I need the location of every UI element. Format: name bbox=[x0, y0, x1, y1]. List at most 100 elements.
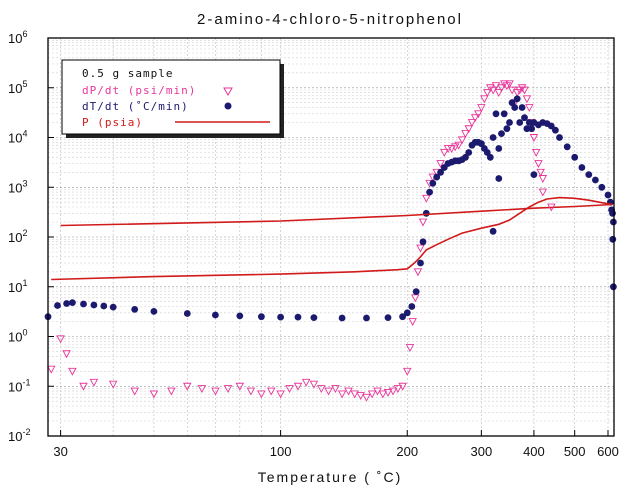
dtdt-point bbox=[131, 306, 139, 313]
dtdt-point bbox=[518, 104, 526, 111]
dpdt-point bbox=[477, 104, 486, 112]
dpdt-point bbox=[130, 387, 139, 396]
dtdt-point bbox=[465, 149, 473, 156]
y-tick-label: 105 bbox=[8, 79, 27, 96]
y-tick-label: 104 bbox=[8, 129, 27, 146]
x-tick-label: 30 bbox=[53, 444, 67, 459]
dtdt-point bbox=[433, 173, 441, 181]
dtdt-outlier-point bbox=[609, 235, 617, 243]
dpdt-outlier-point bbox=[547, 203, 556, 212]
dpdt-point bbox=[46, 365, 56, 374]
chart-title: 2-amino-4-chloro-5-nitrophenol bbox=[197, 11, 463, 28]
dtdt-point bbox=[90, 301, 98, 309]
dpdt-point bbox=[362, 393, 371, 402]
legend-label-pressure: P (psia) bbox=[82, 116, 143, 129]
dpdt-point bbox=[235, 382, 245, 391]
dpdt-point bbox=[309, 380, 319, 389]
dtdt-point bbox=[363, 314, 370, 322]
dpdt-point bbox=[276, 390, 285, 399]
dpdt-point bbox=[89, 378, 99, 387]
dtdt-point bbox=[506, 119, 513, 126]
legend-note: 0.5 g sample bbox=[82, 67, 173, 80]
x-tick-label: 300 bbox=[471, 444, 493, 459]
dpdt-point bbox=[68, 367, 77, 376]
dpdt-point bbox=[529, 134, 539, 142]
dtdt-point bbox=[495, 145, 503, 152]
dpdt-point bbox=[324, 387, 333, 396]
dpdt-point bbox=[517, 84, 527, 93]
dtdt-point bbox=[258, 313, 265, 321]
dpdt-point bbox=[436, 160, 445, 168]
dpdt-point bbox=[457, 136, 467, 145]
dpdt-point bbox=[398, 382, 407, 391]
dtdt-point bbox=[310, 314, 318, 321]
dpdt-point bbox=[167, 387, 176, 396]
dpdt-point bbox=[497, 84, 506, 93]
x-tick-label: 200 bbox=[396, 444, 418, 459]
dpdt-point bbox=[393, 385, 403, 393]
y-tick-label: 103 bbox=[8, 178, 27, 195]
dtdt-point bbox=[212, 311, 219, 319]
dpdt-point bbox=[499, 80, 509, 89]
dpdt-point bbox=[486, 84, 495, 93]
dpdt-point bbox=[488, 86, 498, 95]
dpdt-point bbox=[301, 378, 311, 387]
x-tick-label: 600 bbox=[597, 444, 619, 459]
dpdt-point bbox=[285, 385, 294, 393]
dtdt-point bbox=[419, 238, 427, 246]
dtdt-point bbox=[69, 299, 76, 306]
dpdt-point bbox=[534, 160, 543, 168]
dpdt-point bbox=[483, 89, 492, 98]
dtdt-point bbox=[516, 119, 524, 126]
dpdt-point bbox=[350, 390, 359, 399]
dtdt-point bbox=[563, 143, 571, 151]
dpdt-point bbox=[520, 86, 529, 95]
dpdt-point bbox=[383, 389, 393, 397]
dpdt-point bbox=[408, 318, 417, 326]
dpdt-outlier-point bbox=[538, 188, 548, 197]
dpdt-point bbox=[531, 149, 541, 157]
dpdt-point bbox=[536, 168, 545, 177]
pressure-line bbox=[60, 203, 613, 227]
y-tick-label: 101 bbox=[8, 278, 27, 295]
dtdt-point bbox=[408, 303, 416, 310]
dpdt-point bbox=[418, 218, 428, 227]
dtdt-point bbox=[513, 95, 521, 103]
dtdt-point bbox=[486, 153, 494, 161]
dpdt-point bbox=[62, 350, 71, 359]
dtdt-point bbox=[578, 164, 586, 171]
dtdt-point bbox=[100, 302, 108, 310]
dpdt-point bbox=[538, 175, 548, 183]
dtdt-point bbox=[521, 114, 528, 122]
dpdt-point bbox=[403, 367, 412, 376]
dtdt-point bbox=[384, 314, 392, 321]
dpdt-point bbox=[388, 387, 398, 396]
dpdt-point bbox=[461, 130, 470, 139]
dpdt-point bbox=[356, 392, 365, 401]
y-tick-label: 102 bbox=[8, 228, 27, 245]
dpdt-point bbox=[183, 382, 192, 391]
dtdt-point bbox=[498, 130, 505, 138]
dtdt-point bbox=[417, 259, 424, 267]
dtdt-point bbox=[236, 312, 244, 320]
dpdt-point bbox=[149, 390, 159, 399]
dtdt-point bbox=[511, 104, 519, 111]
dtdt-point bbox=[528, 125, 535, 133]
x-axis-label: Temperature ( ˚C) bbox=[258, 469, 402, 485]
dtdt-point bbox=[150, 308, 158, 315]
x-tick-label: 100 bbox=[270, 444, 292, 459]
dpdt-point bbox=[467, 119, 477, 127]
dtdt-point bbox=[571, 153, 579, 161]
dpdt-point bbox=[108, 380, 118, 389]
dpdt-point bbox=[474, 110, 483, 119]
dtdt-point bbox=[556, 134, 563, 141]
dpdt-point bbox=[480, 95, 489, 104]
dpdt-point bbox=[266, 387, 276, 396]
dtdt-outlier-point bbox=[489, 227, 497, 235]
pressure-line bbox=[51, 196, 613, 281]
dtdt-point bbox=[585, 171, 593, 179]
dpdt-point bbox=[450, 143, 460, 152]
dpdt-point bbox=[405, 344, 415, 352]
dpdt-point bbox=[464, 125, 473, 134]
